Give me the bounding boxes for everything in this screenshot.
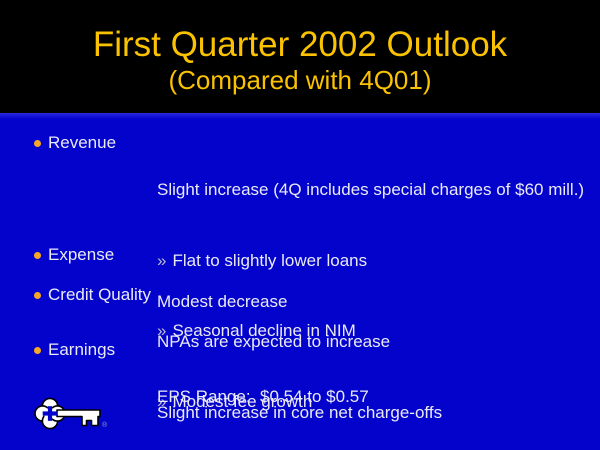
sub-bullet-text: Flat to slightly lower loans xyxy=(172,250,368,270)
key-logo-icon xyxy=(34,397,101,430)
registered-trademark: ® xyxy=(102,422,108,429)
bullet-dot-icon xyxy=(34,140,41,147)
double-chevron-icon: » xyxy=(157,391,167,411)
sub-bullet-text: Seasonal decline in NIM xyxy=(172,321,356,340)
bullet-dot-icon xyxy=(34,292,41,299)
description-line: Modest decrease xyxy=(157,292,288,311)
sub-bullet: » Seasonal decline in NIM xyxy=(157,319,587,343)
sub-bullet: » Flat to slightly lower loans xyxy=(157,249,587,273)
bullet-description: EPS Range: $0.54 to $0.57 xyxy=(157,338,587,450)
double-chevron-icon: » xyxy=(157,250,167,270)
bullet-label: Earnings xyxy=(48,340,116,359)
double-chevron-icon: » xyxy=(157,321,167,340)
bullet-description: Slight increase (4Q includes special cha… xyxy=(157,131,587,450)
description-line: NPAs are expected to increase xyxy=(157,332,391,351)
content-panel: Revenue Slight increase (4Q includes spe… xyxy=(0,113,600,450)
description-line: Slight increase in core net charge-offs xyxy=(157,402,443,422)
bullet-label: Revenue xyxy=(48,133,117,152)
slide-subtitle: (Compared with 4Q01) xyxy=(168,65,432,95)
bullet-label: Expense xyxy=(48,245,115,264)
slide-title: First Quarter 2002 Outlook xyxy=(92,25,508,64)
description-line: EPS Range: $0.54 to $0.57 xyxy=(157,387,369,406)
bullet-dot-icon xyxy=(34,252,41,259)
sub-bullet: » Modest fee growth xyxy=(157,390,587,414)
bullet-description: NPAs are expected to increase Slight inc… xyxy=(157,283,587,450)
bullet-description: Modest decrease xyxy=(157,243,587,361)
bullet-dot-icon xyxy=(34,347,41,354)
slide-header: First Quarter 2002 Outlook (Compared wit… xyxy=(0,0,600,113)
sub-bullet-text: Modest fee growth xyxy=(172,391,313,411)
bullet-label: Credit Quality xyxy=(48,285,151,304)
description-line: Slight increase (4Q includes special cha… xyxy=(157,180,585,199)
